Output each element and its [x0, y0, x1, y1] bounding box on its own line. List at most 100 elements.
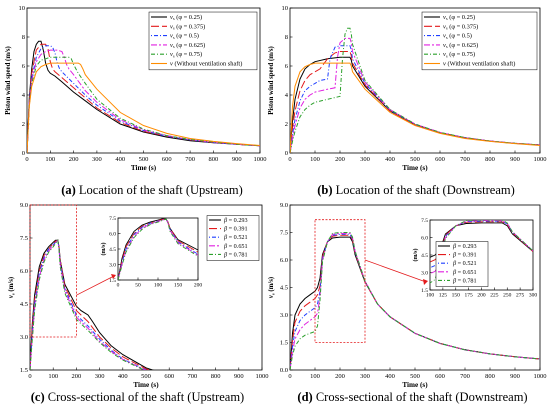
- x-tick-label: 400: [115, 156, 125, 163]
- x-tick-label: 0: [25, 156, 28, 163]
- y-tick-label: 3.0: [280, 312, 288, 319]
- caption-panel-c: (c) Cross-sectional of the shaft (Upstre…: [0, 390, 275, 405]
- series-line-3: [118, 218, 198, 280]
- y-tick-label: 2: [22, 121, 25, 128]
- y-tick-label: 4: [22, 92, 26, 99]
- x-tick-label: 150: [174, 283, 183, 289]
- legend-entry: β = 0.521: [223, 234, 248, 241]
- x-tick-label: 50: [135, 283, 141, 289]
- x-tick-label: 200: [335, 373, 345, 380]
- caption-letter: (c): [30, 390, 45, 404]
- x-tick-label: 1000: [254, 156, 267, 163]
- x-tick-label: 200: [72, 373, 82, 380]
- legend-entry: vs (φ = 0.5): [170, 33, 199, 40]
- y-tick-label: 4: [285, 92, 289, 99]
- legend-entry: β = 0.651: [452, 269, 477, 276]
- caption-text: Location of the shaft (Upstream): [78, 183, 243, 197]
- x-tick-label: 1000: [534, 156, 547, 163]
- chart-panel-a: 0 100 200 300 400 500 600 700 800 900 1000 0 2 4 6 8 10 T…: [5, 5, 267, 172]
- legend-entry: β = 0.781: [223, 251, 248, 258]
- x-tick-label: 500: [141, 373, 151, 380]
- chart-panel-b: 0 100 200 300 400 500 600 700 800 900 1000 0 2 4 6 8 10 T…: [268, 5, 547, 172]
- legend-entry: vs (φ = 0.75): [443, 51, 475, 58]
- x-tick-label: 100: [154, 283, 163, 289]
- zoom-region-box: [29, 204, 77, 338]
- legend-entry: vs (φ = 0.375): [170, 23, 205, 30]
- x-tick-label: 300: [360, 156, 370, 163]
- x-tick-label: 200: [69, 156, 79, 163]
- x-tick-label: 200: [335, 156, 345, 163]
- legend-entry: β = 0.391: [452, 252, 477, 259]
- x-tick-label: 700: [460, 373, 470, 380]
- legend-entry: vs (φ = 0.625): [170, 42, 205, 49]
- x-tick-label: 275: [516, 293, 525, 299]
- x-tick-label: 600: [162, 156, 172, 163]
- legend-frame: [206, 215, 260, 261]
- legend-entry: vs (φ = 0.75): [170, 51, 202, 58]
- x-tick-label: 500: [410, 373, 420, 380]
- legend-entry: vs (φ = 0.25): [443, 14, 475, 21]
- series-line-1: [118, 218, 198, 280]
- y-tick-label: 7.5: [280, 230, 288, 237]
- y-tick-label: 6.0: [421, 236, 428, 242]
- caption-panel-a: (a) Location of the shaft (Upstream): [22, 183, 282, 198]
- legend-entry: v (Without ventilation shaft): [443, 61, 515, 68]
- x-tick-label: 300: [92, 156, 102, 163]
- y-axis-label: Piston wind speed (m/s): [5, 46, 12, 115]
- series-line-4: [30, 239, 147, 370]
- series-line-5: [290, 27, 540, 153]
- series-line-5: [430, 220, 533, 284]
- y-tick-label: 9.0: [280, 202, 288, 209]
- x-tick-label: 900: [232, 156, 242, 163]
- y-tick-label: 0: [22, 150, 25, 157]
- y-tick-label: 9.0: [20, 202, 28, 209]
- y-axis-label: (m/s): [100, 243, 107, 256]
- caption-letter: (a): [61, 183, 76, 197]
- zoom-region-box: [314, 219, 366, 343]
- series-line-6: [27, 62, 260, 153]
- x-tick-label: 0: [117, 283, 120, 289]
- chart-panel-c-inset: 0 50 100 150 200 1.5 3.0 4.5 6.0 7.5 (m/s): [100, 216, 202, 289]
- legend-frame: [421, 11, 538, 71]
- x-tick-label: 900: [510, 156, 520, 163]
- legend-entry: v (Without ventilation shaft): [170, 61, 242, 68]
- chart-panel-d: 0 100 200 300 400 500 600 700 800 900 1000 0.0 1.5 3.…: [268, 202, 547, 389]
- zoom-arrow-head: [111, 274, 116, 279]
- legend-frame: [435, 241, 489, 287]
- x-tick-label: 100: [426, 293, 435, 299]
- y-tick-label: 3.0: [20, 334, 28, 341]
- x-tick-label: 800: [485, 373, 495, 380]
- x-tick-label: 600: [435, 156, 445, 163]
- series-line-5: [118, 218, 198, 280]
- x-tick-label: 500: [139, 156, 149, 163]
- x-tick-label: 0: [28, 373, 31, 380]
- series-line-6: [290, 62, 540, 153]
- x-tick-label: 900: [234, 373, 244, 380]
- legend-entry: β = 0.651: [223, 243, 248, 250]
- x-tick-label: 100: [45, 156, 55, 163]
- y-tick-label: 7.5: [109, 216, 116, 222]
- caption-panel-d: (d) Cross-sectional of the shaft (Downst…: [275, 390, 550, 405]
- x-tick-label: 700: [460, 156, 470, 163]
- legend-entry: β = 0.781: [452, 277, 477, 284]
- y-tick-label: 3.0: [109, 263, 116, 269]
- x-tick-label: 100: [310, 156, 320, 163]
- x-tick-label: 600: [435, 373, 445, 380]
- x-tick-label: 100: [48, 373, 58, 380]
- x-tick-label: 1000: [534, 373, 547, 380]
- caption-text: Cross-sectional of the shaft (Upstream): [47, 390, 245, 404]
- y-tick-label: 4.5: [109, 247, 116, 253]
- zoom-arrow: [76, 275, 115, 296]
- y-axis-label: vs (m/s): [268, 277, 276, 298]
- y-tick-label: 6.0: [20, 268, 28, 275]
- caption-letter: (b): [317, 183, 333, 197]
- x-tick-label: 0: [288, 373, 291, 380]
- x-tick-label: 1000: [256, 373, 269, 380]
- x-tick-label: 800: [211, 373, 221, 380]
- x-tick-label: 400: [385, 156, 395, 163]
- y-tick-label: 4.5: [280, 285, 288, 292]
- y-tick-label: 0.0: [280, 367, 288, 374]
